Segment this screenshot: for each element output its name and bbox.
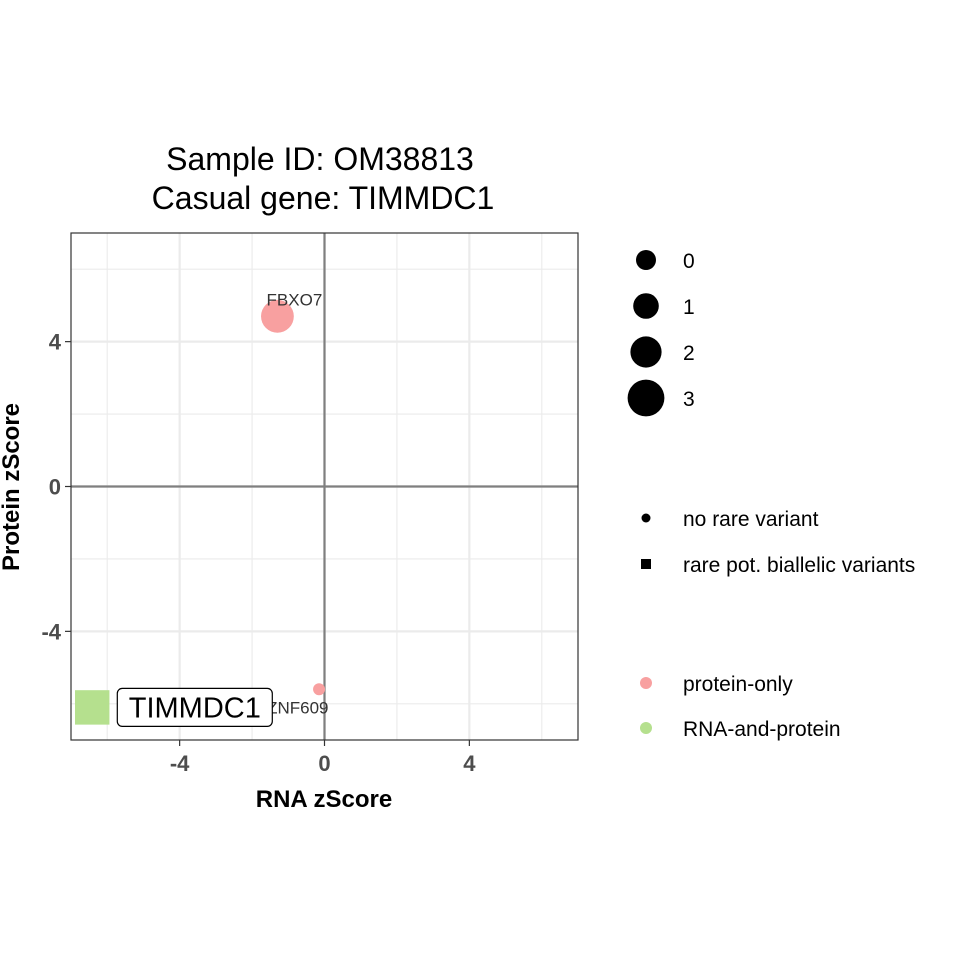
x-tick-label: -4 — [170, 751, 190, 776]
size-legend-label: 0 — [683, 250, 695, 273]
y-tick-label: 4 — [49, 330, 62, 355]
size-legend-key — [627, 379, 665, 417]
shape-legend-key-square — [641, 559, 651, 569]
size-legend-key — [630, 336, 662, 368]
color-legend-key — [640, 722, 652, 734]
size-legend-label: 2 — [683, 342, 695, 365]
y-tick-label: -4 — [41, 619, 61, 644]
shape-legend-label: no rare variant — [683, 508, 819, 531]
size-legend-label: 3 — [683, 388, 695, 411]
color-legend-key — [640, 677, 652, 689]
data-point-fbxo7 — [261, 299, 294, 333]
data-points — [75, 299, 326, 725]
size-legend-label: 1 — [683, 296, 695, 319]
shape-legend: no rare variant rare pot. biallelic varia… — [641, 508, 915, 577]
size-legend: 0 1 2 3 — [627, 250, 695, 417]
x-axis-ticks: -4 0 4 — [170, 740, 476, 776]
size-legend-key — [633, 293, 659, 319]
point-label-fbxo7: FBXO7 — [267, 290, 323, 309]
y-axis-ticks: -4 0 4 — [41, 330, 71, 644]
chart-title-line1: Sample ID: OM38813 — [166, 141, 474, 177]
point-label-timmdc1: TIMMDC1 — [129, 692, 261, 724]
point-label-znf609: ZNF609 — [267, 698, 328, 717]
color-legend: protein-only RNA-and-protein — [640, 673, 841, 741]
size-legend-key — [636, 250, 656, 270]
label-box-timmdc1 — [116, 687, 273, 728]
y-tick-label: 0 — [49, 475, 61, 500]
point-labels: FBXO7 ZNF609 TIMMDC1 — [116, 290, 328, 728]
x-tick-label: 0 — [318, 751, 330, 776]
reference-lines — [71, 233, 578, 740]
data-point-timmdc1 — [75, 690, 110, 725]
color-legend-label: RNA-and-protein — [683, 718, 841, 741]
y-axis-title: Protein zScore — [0, 403, 25, 571]
chart-title-line2: Casual gene: TIMMDC1 — [152, 180, 495, 216]
shape-legend-key-circle — [641, 513, 651, 523]
data-point-znf609 — [313, 683, 326, 696]
color-legend-label: protein-only — [683, 673, 793, 696]
x-tick-label: 4 — [463, 751, 476, 776]
x-axis-title: RNA zScore — [256, 786, 392, 813]
shape-legend-label: rare pot. biallelic variants — [683, 554, 915, 577]
